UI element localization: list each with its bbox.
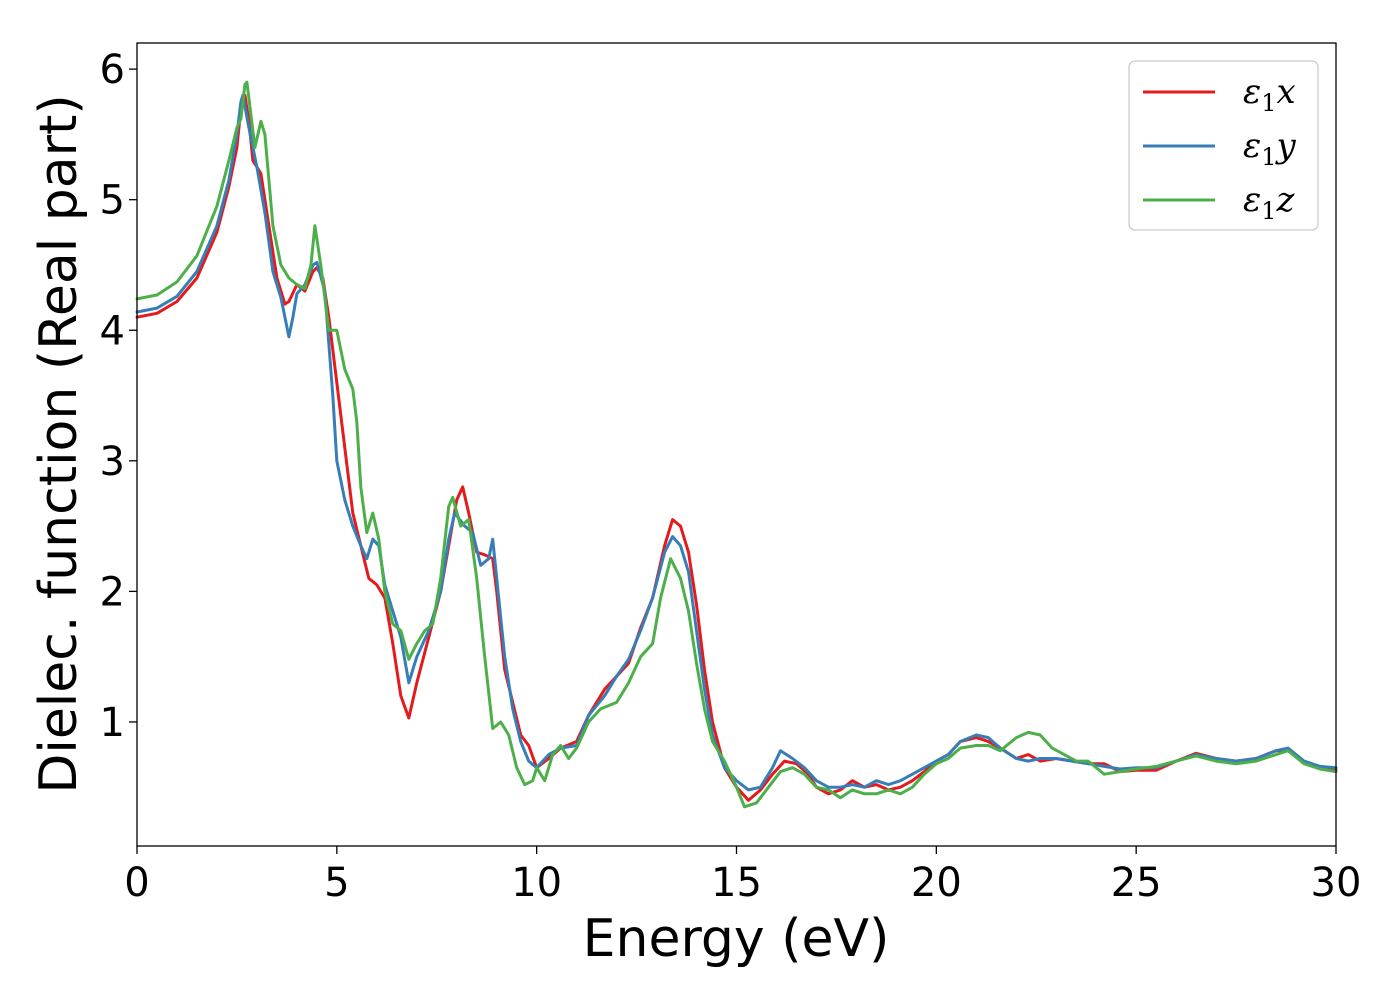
- x-tick-label: 20: [911, 860, 962, 906]
- legend-box: [1128, 60, 1319, 231]
- x-tick-label: 5: [324, 860, 349, 906]
- legend: ε1x ε1y ε1z: [1128, 60, 1319, 231]
- legend-label-y: ε1y: [1243, 126, 1297, 171]
- x-axis-title: Energy (eV): [583, 909, 890, 969]
- series-line-y: [135, 93, 1338, 792]
- y-tick-label: 3: [100, 439, 125, 485]
- x-tick-label: 15: [711, 860, 762, 906]
- y-axis-title: Dielec. function (Real part): [29, 94, 89, 793]
- y-tick-label: 6: [100, 47, 125, 93]
- y-tick-label: 5: [100, 178, 125, 224]
- legend-label-x: ε1x: [1243, 72, 1296, 117]
- x-tick-label: 25: [1111, 860, 1162, 906]
- y-tick-label: 2: [100, 569, 125, 615]
- plot-lines: [135, 80, 1338, 809]
- x-tick-label: 0: [124, 860, 149, 906]
- x-tick-label: 10: [511, 860, 562, 906]
- y-tick-label: 4: [100, 308, 125, 354]
- y-axis: 1 2 3 4 5 6: [100, 47, 137, 746]
- x-tick-label: 30: [1311, 860, 1362, 906]
- legend-label-z: ε1z: [1243, 180, 1296, 225]
- series-line-z: [135, 80, 1338, 809]
- y-tick-label: 1: [100, 700, 125, 746]
- x-axis: 0 5 10 15 20 25 30: [124, 846, 1361, 906]
